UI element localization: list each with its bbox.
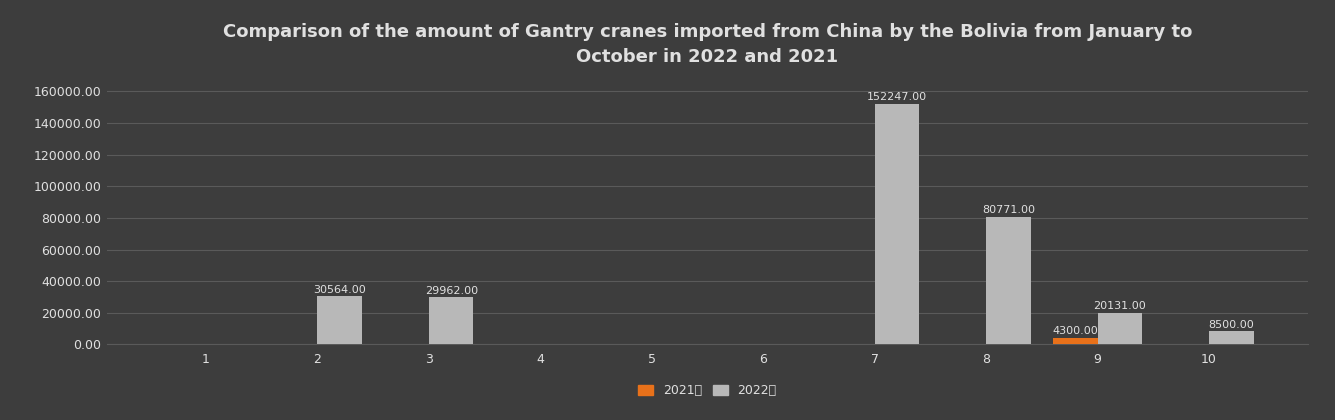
Bar [318,296,362,344]
Text: 30564.00: 30564.00 [314,285,366,295]
Bar [874,104,920,344]
Legend: 2021年, 2022年: 2021年, 2022年 [638,384,777,397]
Text: 4300.00: 4300.00 [1052,326,1099,336]
Bar [1053,338,1097,344]
Bar [987,217,1031,344]
Text: 20131.00: 20131.00 [1093,301,1147,311]
Title: Comparison of the amount of Gantry cranes imported from China by the Bolivia fro: Comparison of the amount of Gantry crane… [223,23,1192,66]
Bar [1210,331,1254,344]
Bar [1097,312,1143,344]
Text: 29962.00: 29962.00 [425,286,478,296]
Text: 80771.00: 80771.00 [983,205,1035,215]
Bar [429,297,474,344]
Text: 152247.00: 152247.00 [866,92,926,102]
Text: 8500.00: 8500.00 [1208,320,1255,330]
